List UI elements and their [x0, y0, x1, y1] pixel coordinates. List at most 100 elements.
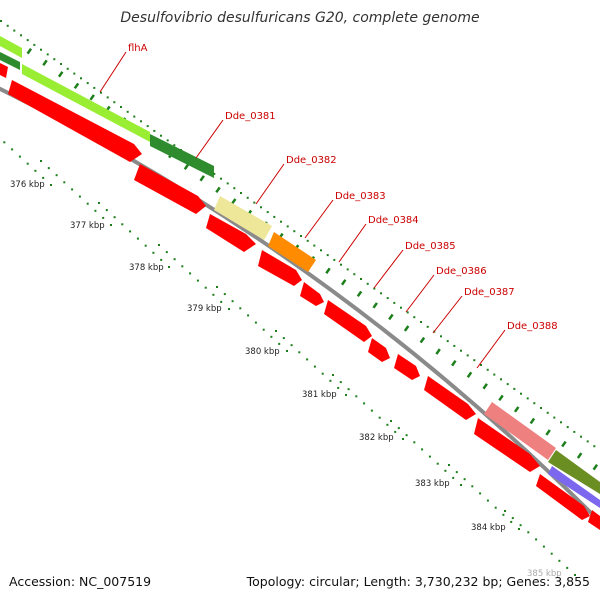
- gene-leader-lines: [99, 51, 506, 369]
- tick-dot: [47, 167, 50, 170]
- tick-dot: [574, 574, 576, 576]
- tick-dot: [136, 237, 139, 240]
- tick-dot: [158, 244, 160, 246]
- tick-dot: [102, 216, 105, 219]
- tick-dot: [50, 184, 52, 186]
- cds-arrow: [588, 510, 600, 530]
- gene-label: Dde_0384: [368, 215, 419, 226]
- tick-dot: [473, 359, 476, 362]
- tick-dash: [199, 175, 205, 182]
- tick-dot: [253, 201, 256, 204]
- tick-dot: [313, 244, 316, 247]
- tick-dash: [372, 302, 378, 309]
- cds-arrow: [8, 80, 142, 162]
- tick-dot: [94, 209, 97, 212]
- tick-dot: [345, 394, 347, 396]
- tick-dot: [213, 172, 216, 175]
- cds-arrow: [0, 63, 8, 78]
- tick-dot: [321, 372, 324, 375]
- leader-line: [195, 119, 224, 159]
- tick-dot: [471, 485, 474, 488]
- tick-dot: [300, 235, 302, 237]
- tick-dot: [196, 279, 199, 282]
- tick-dot: [266, 211, 269, 214]
- tick-dot: [153, 129, 156, 132]
- gene-label: Dde_0387: [464, 287, 515, 298]
- gene-label: flhA: [128, 43, 148, 54]
- tick-dot: [228, 308, 230, 310]
- tick-dot: [393, 301, 396, 304]
- tick-dash: [498, 394, 504, 402]
- tick-dash: [529, 417, 536, 425]
- tick-dot: [540, 407, 542, 409]
- tick-dot: [216, 286, 218, 288]
- tick-dot: [110, 224, 112, 226]
- feature-olive: [548, 450, 600, 494]
- cds-arrow: [368, 338, 390, 362]
- tick-dot: [346, 268, 349, 271]
- tick-dot: [239, 307, 242, 310]
- tick-dot: [71, 188, 74, 191]
- tick-dot: [593, 445, 596, 448]
- tick-dot: [560, 421, 562, 424]
- tick-dot: [66, 67, 69, 70]
- tick-dot: [446, 340, 449, 343]
- tick-dash: [325, 267, 331, 274]
- tick-dot: [306, 239, 309, 242]
- tick-dot: [40, 48, 42, 51]
- tick-dot: [511, 517, 514, 520]
- tick-dot: [121, 223, 124, 226]
- tick-dot: [502, 513, 505, 516]
- tick-dot: [275, 330, 277, 332]
- tick-dot: [160, 258, 163, 261]
- cds-track: [0, 63, 600, 530]
- tick-dot: [413, 316, 416, 319]
- tick-dot: [278, 342, 281, 345]
- tick-dot: [204, 286, 207, 289]
- feature-lime: [22, 64, 150, 142]
- tick-dot: [320, 249, 322, 252]
- tick-dot: [298, 351, 301, 354]
- gene-labels: flhA Dde_0381 Dde_0382 Dde_0383 Dde_0384…: [128, 43, 558, 332]
- tick-dot: [20, 34, 22, 37]
- tick-dot: [40, 160, 42, 162]
- tick-dot: [260, 206, 262, 209]
- outer-feature-track: [0, 36, 600, 508]
- tick-label: 380 kbp: [245, 347, 280, 357]
- tick-dash: [466, 371, 473, 378]
- tick-dot: [506, 383, 509, 386]
- tick-label: 382 kbp: [359, 433, 394, 443]
- tick-dot: [212, 293, 215, 296]
- leader-line: [405, 274, 435, 313]
- tick-dot: [282, 337, 285, 340]
- cds-arrow: [394, 354, 420, 380]
- tick-dot: [173, 144, 176, 147]
- tick-dot: [120, 106, 122, 108]
- tick-dot: [347, 388, 350, 391]
- tick-dot: [129, 230, 132, 233]
- tick-label: 378 kbp: [129, 263, 164, 273]
- tick-dot: [326, 254, 329, 257]
- tick-dot: [436, 462, 439, 465]
- tick-dot: [223, 293, 226, 296]
- tick-dot: [566, 566, 569, 569]
- tick-dot: [546, 411, 549, 414]
- tick-dash: [513, 406, 520, 413]
- tick-dot: [340, 263, 342, 266]
- tick-dot: [455, 471, 458, 474]
- feature-dark-green: [0, 36, 22, 58]
- tick-dot: [73, 72, 76, 75]
- gene-label: Dde_0385: [405, 241, 456, 252]
- tick-dot: [494, 506, 497, 509]
- tick-dot: [553, 416, 556, 419]
- feature-khaki: [214, 196, 272, 240]
- genome-summary-text: Topology: circular; Length: 3,730,232 bp…: [246, 574, 590, 589]
- tick-dot: [86, 202, 89, 205]
- feature-lime: [0, 52, 20, 70]
- tick-dot: [520, 392, 522, 395]
- tick-dot: [452, 476, 455, 479]
- tick-dot: [420, 321, 422, 323]
- tick-dot: [181, 265, 184, 268]
- tick-dot: [466, 354, 469, 357]
- cds-arrow: [134, 164, 206, 214]
